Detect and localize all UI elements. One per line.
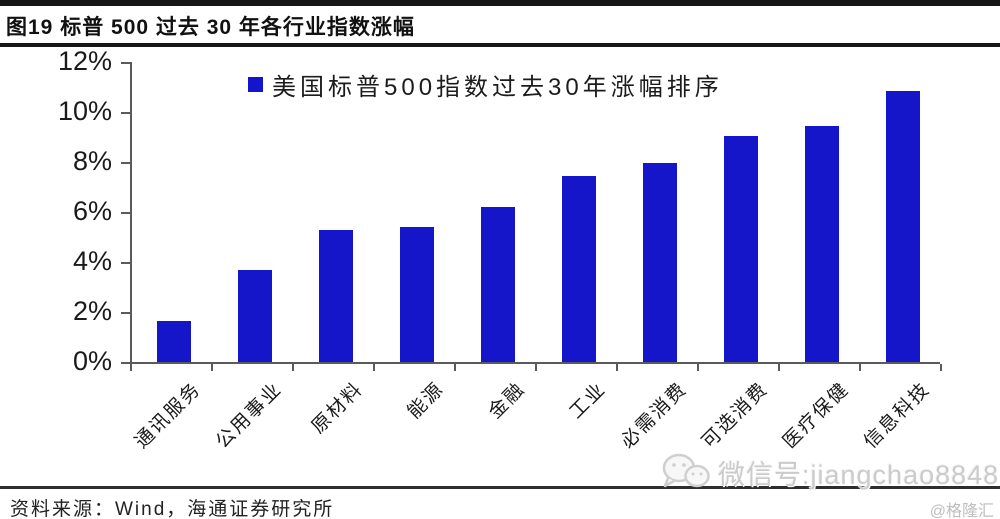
bar [156, 320, 191, 362]
x-tick-label: 金融 [485, 378, 530, 424]
x-tick-mark [130, 364, 132, 371]
x-tick-label: 信息科技 [860, 378, 935, 453]
legend-marker-icon [248, 76, 263, 92]
x-tick-label: 原材料 [308, 378, 368, 438]
y-tick-label: 8% [72, 146, 112, 176]
y-tick-mark [121, 262, 130, 264]
y-tick-mark [121, 162, 130, 164]
x-tick-label: 能源 [404, 378, 449, 424]
brand-watermark: @格隆汇 [929, 503, 994, 519]
x-tick-mark [940, 364, 942, 371]
x-tick-mark [211, 364, 213, 371]
x-tick-mark [697, 364, 699, 371]
x-tick-label: 可选消费 [698, 378, 773, 453]
y-tick-mark [121, 112, 130, 114]
bar [480, 207, 515, 362]
y-tick-mark [121, 212, 130, 214]
watermark-text: 微信号:jiangchao8848 [718, 459, 1000, 490]
bar [804, 125, 839, 362]
title-divider [0, 43, 1000, 47]
y-tick-mark [121, 362, 130, 364]
x-tick-label: 工业 [566, 378, 611, 424]
bar [642, 163, 677, 362]
y-axis-line [130, 62, 132, 364]
y-tick-label: 4% [72, 246, 112, 276]
source-note: 资料来源：Wind，海通证券研究所 [10, 499, 335, 519]
y-tick-label: 12% [57, 46, 112, 76]
x-tick-mark [373, 364, 375, 371]
x-tick-mark [778, 364, 780, 371]
wechat-icon [662, 453, 710, 488]
bar [561, 175, 596, 362]
x-axis-line [130, 362, 940, 364]
x-tick-label: 通讯服务 [131, 378, 206, 453]
x-tick-label: 必需消费 [617, 378, 692, 453]
bar [885, 90, 920, 362]
y-tick-mark [121, 312, 130, 314]
y-tick-label: 0% [72, 346, 112, 376]
x-tick-mark [616, 364, 618, 371]
x-tick-mark [454, 364, 456, 371]
y-tick-mark [121, 62, 130, 64]
footer-divider [0, 486, 1000, 489]
top-divider [0, 0, 1000, 6]
legend-label: 美国标普500指数过去30年涨幅排序 [272, 73, 723, 101]
x-tick-label: 公用事业 [212, 378, 287, 453]
bar [399, 227, 434, 362]
y-tick-label: 10% [57, 96, 112, 126]
figure-title: 图19 标普 500 过去 30 年各行业指数涨幅 [6, 16, 415, 39]
y-tick-label: 6% [72, 196, 112, 226]
x-tick-label: 医疗保健 [779, 378, 854, 453]
y-tick-label: 2% [72, 296, 112, 326]
bar [237, 269, 272, 362]
chart-legend: 美国标普500指数过去30年涨幅排序 [248, 68, 723, 101]
x-tick-mark [292, 364, 294, 371]
x-tick-mark [859, 364, 861, 371]
bar [723, 135, 758, 362]
x-tick-mark [535, 364, 537, 371]
watermark: 微信号:jiangchao8848 [660, 450, 999, 494]
bar [318, 229, 353, 362]
